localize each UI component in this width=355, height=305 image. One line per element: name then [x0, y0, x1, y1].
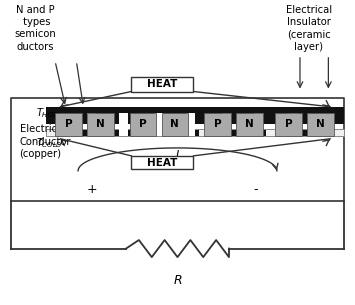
Text: Electrical
Conductor
(copper): Electrical Conductor (copper): [20, 124, 71, 159]
Bar: [144, 130, 199, 136]
Bar: [254, 113, 263, 136]
Text: N: N: [96, 119, 105, 129]
Bar: [46, 129, 344, 136]
Text: -: -: [253, 183, 258, 196]
Bar: [275, 113, 302, 136]
Text: R: R: [173, 274, 182, 287]
Bar: [55, 113, 82, 136]
Text: $T_{COLD}$: $T_{COLD}$: [36, 136, 62, 150]
Text: N: N: [245, 119, 254, 129]
Bar: [114, 118, 169, 124]
Bar: [154, 113, 163, 136]
Bar: [87, 113, 114, 136]
Text: N and P
 types
semicon
ductors: N and P types semicon ductors: [15, 5, 56, 52]
Text: +: +: [87, 183, 98, 196]
Text: P: P: [214, 119, 221, 129]
Bar: [119, 113, 128, 136]
Bar: [46, 118, 101, 124]
Bar: [181, 118, 236, 124]
Text: $T_{HOT}$: $T_{HOT}$: [36, 106, 59, 120]
Text: Electrical
Insulator
(ceramic
layer): Electrical Insulator (ceramic layer): [286, 5, 332, 52]
Bar: [131, 77, 193, 92]
Text: I: I: [176, 150, 179, 160]
Text: P: P: [65, 119, 72, 129]
Bar: [131, 156, 193, 169]
Bar: [279, 130, 309, 136]
Text: P: P: [285, 119, 292, 129]
Bar: [248, 118, 304, 124]
Bar: [76, 130, 131, 136]
Bar: [211, 130, 266, 136]
Text: HEAT: HEAT: [147, 80, 178, 89]
Bar: [46, 107, 344, 124]
Bar: [186, 113, 195, 136]
Text: P: P: [139, 119, 147, 129]
Bar: [307, 113, 334, 136]
Bar: [162, 113, 188, 136]
Text: HEAT: HEAT: [147, 158, 178, 167]
Bar: [204, 113, 231, 136]
Bar: [318, 118, 344, 124]
Bar: [222, 113, 231, 136]
Bar: [87, 113, 96, 136]
Text: N: N: [170, 119, 179, 129]
Bar: [130, 113, 156, 136]
Text: N: N: [316, 119, 325, 129]
Bar: [289, 113, 298, 136]
Bar: [236, 113, 263, 136]
